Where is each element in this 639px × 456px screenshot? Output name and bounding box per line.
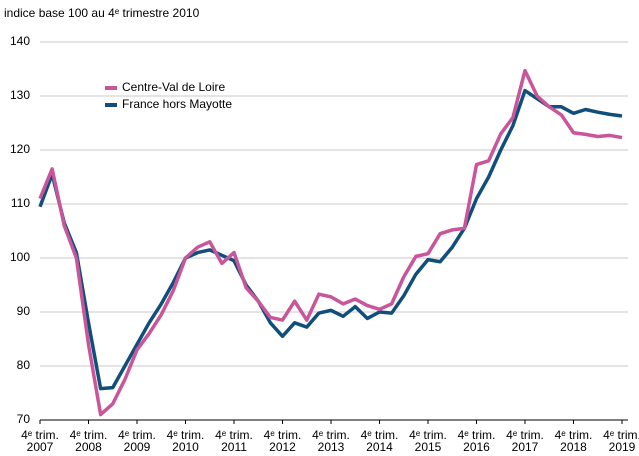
y-tick-label: 120 (10, 142, 30, 156)
x-tick-label: 4ᵉ trim. 2008 (69, 428, 108, 454)
x-tick-label: 4ᵉ trim. 2007 (21, 428, 59, 454)
x-tick-label: 4ᵉ trim. 2019 (603, 428, 639, 454)
y-tick-label: 100 (10, 250, 30, 264)
series-line (38, 68, 623, 417)
x-tick-label: 4ᵉ trim. 2015 (409, 428, 447, 454)
legend-label: Centre-Val de Loire (122, 80, 225, 94)
x-tick-label: 4ᵉ trim. 2018 (554, 428, 593, 454)
x-tick-label: 4ᵉ trim. 2017 (506, 428, 544, 454)
x-tick-label: 4ᵉ trim. 2009 (118, 428, 156, 454)
x-tick-label: 4ᵉ trim. 2012 (263, 428, 302, 454)
x-tick-label: 4ᵉ trim. 2011 (215, 428, 253, 454)
y-tick-label: 110 (11, 196, 30, 210)
y-tick-label: 90 (17, 304, 31, 318)
x-tick-label: 4ᵉ trim. 2016 (457, 428, 496, 454)
x-tick-label: 4ᵉ trim. 2013 (312, 428, 350, 454)
y-tick-label: 140 (10, 34, 30, 48)
x-tick-label: 4ᵉ trim. 2010 (166, 428, 205, 454)
chart-title: indice base 100 au 4ᵉ trimestre 2010 (4, 6, 200, 20)
legend-label: France hors Mayotte (122, 97, 232, 111)
series-line (38, 88, 623, 391)
y-tick-label: 70 (17, 412, 31, 426)
y-tick-label: 80 (17, 358, 31, 372)
y-tick-label: 130 (10, 88, 30, 102)
x-tick-label: 4ᵉ trim. 2014 (360, 428, 399, 454)
